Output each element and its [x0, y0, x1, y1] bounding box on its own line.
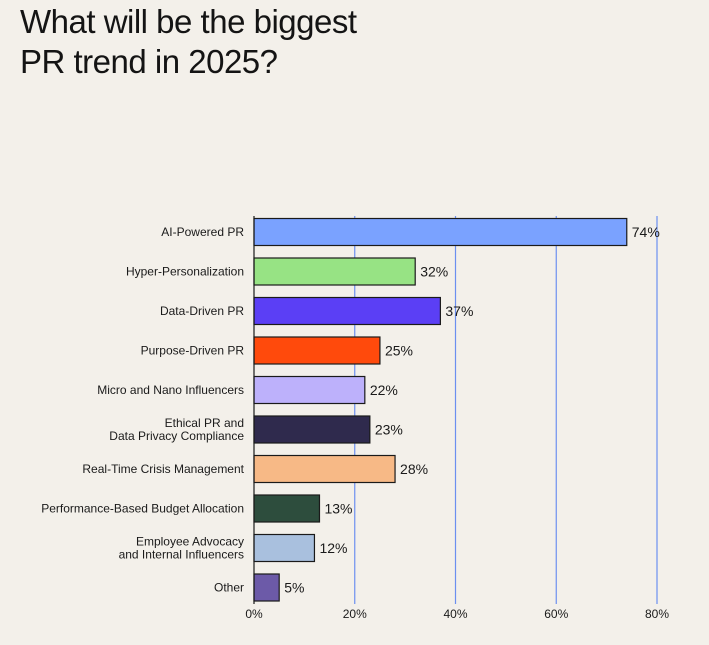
- value-label-3: 25%: [385, 343, 413, 359]
- value-label-7: 13%: [324, 501, 352, 517]
- bar-5: [253, 415, 371, 444]
- category-label-line: and Internal Influencers: [119, 548, 244, 562]
- value-label-0: 74%: [632, 224, 660, 240]
- category-label-0: AI-Powered PR: [161, 225, 244, 239]
- category-label-6: Real-Time Crisis Management: [82, 462, 244, 476]
- bar-9: [253, 573, 280, 602]
- category-label-line: Employee Advocacy: [136, 535, 244, 549]
- category-label-7: Performance-Based Budget Allocation: [41, 502, 244, 516]
- category-label-9: Other: [214, 581, 244, 595]
- bar-7: [253, 494, 321, 523]
- x-tick-label-0: 0%: [245, 607, 263, 621]
- category-label-line: Data Privacy Compliance: [109, 429, 244, 443]
- value-label-5: 23%: [375, 422, 403, 438]
- category-label-line: Real-Time Crisis Management: [82, 462, 244, 476]
- bar-3: [253, 336, 381, 365]
- category-label-line: Purpose-Driven PR: [141, 344, 245, 358]
- category-label-line: Data-Driven PR: [160, 304, 244, 318]
- category-label-5: Ethical PR and Data Privacy Compliance: [109, 416, 244, 443]
- category-label-line: Other: [214, 581, 244, 595]
- category-label-line: Performance-Based Budget Allocation: [41, 502, 244, 516]
- category-label-1: Hyper-Personalization: [126, 265, 244, 279]
- value-label-1: 32%: [420, 264, 448, 280]
- value-label-9: 5%: [284, 580, 304, 596]
- bar-0: [253, 217, 628, 247]
- bar-6: [253, 454, 396, 484]
- chart-title-line-2: PR trend in 2025?: [20, 43, 278, 80]
- category-label-line: Ethical PR and: [165, 416, 244, 430]
- x-tick-label-60: 60%: [544, 607, 568, 621]
- category-label-line: AI-Powered PR: [161, 225, 244, 239]
- bar-1: [253, 257, 416, 286]
- value-label-4: 22%: [370, 382, 398, 398]
- bar-4: [253, 375, 366, 405]
- bar-8: [253, 533, 316, 563]
- chart-title-line-1: What will be the biggest: [20, 3, 357, 40]
- chart-title: What will be the biggest PR trend in 202…: [20, 2, 357, 82]
- category-label-line: Micro and Nano Influencers: [97, 383, 244, 397]
- category-label-2: Data-Driven PR: [160, 304, 244, 318]
- x-tick-label-80: 80%: [645, 607, 669, 621]
- category-label-line: Hyper-Personalization: [126, 265, 244, 279]
- value-label-2: 37%: [445, 303, 473, 319]
- category-label-4: Micro and Nano Influencers: [97, 383, 244, 397]
- value-label-6: 28%: [400, 461, 428, 477]
- category-label-8: Employee Advocacy and Internal Influencer…: [119, 535, 244, 562]
- bar-2: [253, 296, 441, 326]
- category-label-3: Purpose-Driven PR: [141, 344, 245, 358]
- value-label-8: 12%: [319, 540, 347, 556]
- x-tick-label-20: 20%: [343, 607, 367, 621]
- x-tick-label-40: 40%: [443, 607, 467, 621]
